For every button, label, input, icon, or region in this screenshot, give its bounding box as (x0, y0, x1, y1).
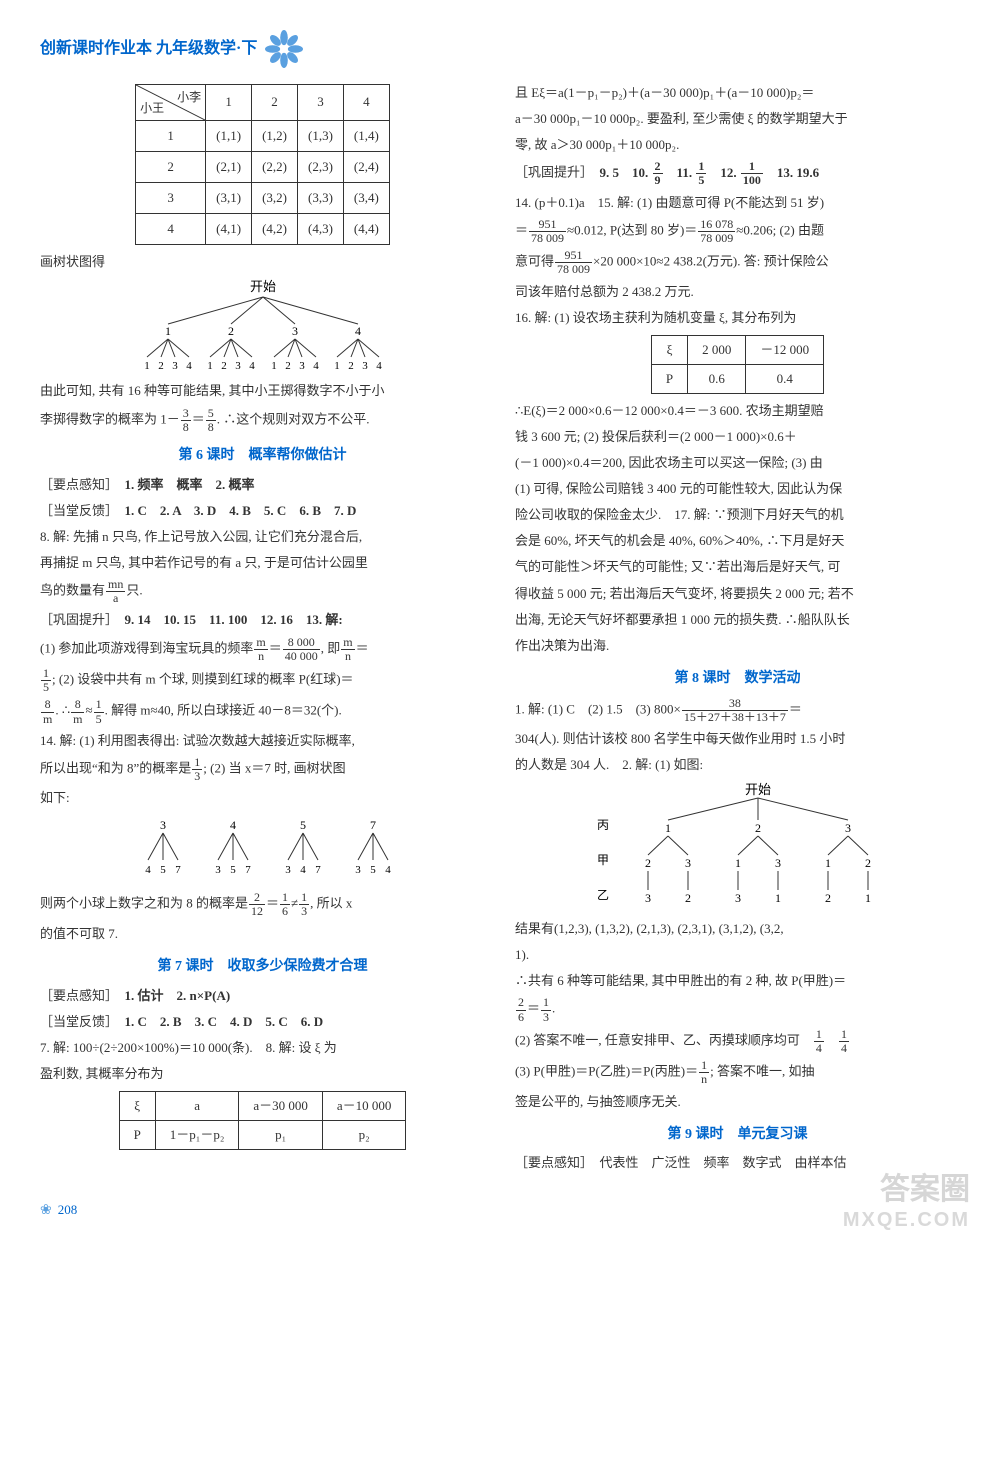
svg-text:1: 1 (207, 360, 213, 372)
svg-text:开始: 开始 (249, 279, 275, 294)
svg-text:7: 7 (175, 864, 181, 876)
svg-text:3: 3 (362, 360, 368, 372)
right-column: 且 Eξ＝a(1－p₁－p₂)＋(a－30 000)p₁＋(a－10 000)p… (515, 78, 960, 1179)
svg-text:2: 2 (228, 324, 234, 338)
svg-text:2: 2 (825, 891, 831, 905)
svg-text:1: 1 (735, 856, 741, 870)
tree-diagram-1: 开始 1 2 3 4 1234 1234 1234 1234 (40, 279, 485, 374)
svg-text:4: 4 (300, 864, 306, 876)
svg-text:7: 7 (315, 864, 321, 876)
svg-text:3: 3 (845, 821, 851, 835)
svg-text:2: 2 (221, 360, 227, 372)
svg-text:开始: 开始 (744, 782, 770, 797)
tree-diagram-3: 开始 丙 甲 乙 1 2 3 2 3 1 3 1 2 3 2 3 1 2 1 (515, 782, 960, 912)
page-number: 208 (40, 1199, 960, 1223)
svg-text:4: 4 (313, 360, 319, 372)
svg-text:3: 3 (355, 864, 361, 876)
outcome-table: 小王 小李 1 2 3 4 1(1,1)(1,2)(1,3)(1,4) 2(2,… (135, 84, 390, 245)
svg-text:3: 3 (235, 360, 241, 372)
svg-text:4: 4 (385, 864, 391, 876)
svg-text:3: 3 (775, 856, 781, 870)
svg-text:2: 2 (755, 821, 761, 835)
section-6-title: 第 6 课时 概率帮你做估计 (40, 444, 485, 468)
svg-text:3: 3 (299, 360, 305, 372)
svg-text:2: 2 (158, 360, 164, 372)
svg-text:2: 2 (865, 856, 871, 870)
svg-text:1: 1 (865, 891, 871, 905)
svg-text:3: 3 (285, 864, 291, 876)
page-header: 创新课时作业本 九年级数学·下 (40, 30, 960, 68)
svg-text:7: 7 (370, 818, 376, 832)
header-title: 创新课时作业本 九年级数学·下 (40, 35, 257, 62)
svg-text:3: 3 (292, 324, 298, 338)
svg-text:3: 3 (215, 864, 221, 876)
svg-text:丙: 丙 (596, 818, 608, 832)
svg-text:5: 5 (230, 864, 236, 876)
distribution-table-1: ξaa－30 000a－10 000 P1－p₁－p₂p₁p₂ (119, 1091, 407, 1150)
svg-text:4: 4 (230, 818, 236, 832)
svg-text:3: 3 (172, 360, 178, 372)
svg-text:1: 1 (825, 856, 831, 870)
section-7-title: 第 7 课时 收取多少保险费才合理 (40, 955, 485, 979)
svg-text:2: 2 (685, 891, 691, 905)
svg-text:甲: 甲 (596, 853, 608, 867)
svg-text:3: 3 (685, 856, 691, 870)
svg-text:乙: 乙 (596, 888, 608, 902)
svg-text:1: 1 (144, 360, 150, 372)
svg-text:1: 1 (334, 360, 340, 372)
text: 画树状图得 (40, 251, 485, 273)
svg-text:5: 5 (370, 864, 376, 876)
svg-text:4: 4 (249, 360, 255, 372)
svg-text:5: 5 (160, 864, 166, 876)
svg-text:4: 4 (186, 360, 192, 372)
section-9-title: 第 9 课时 单元复习课 (515, 1123, 960, 1147)
svg-text:3: 3 (160, 818, 166, 832)
svg-text:2: 2 (285, 360, 291, 372)
svg-text:2: 2 (645, 856, 651, 870)
svg-text:1: 1 (271, 360, 277, 372)
svg-text:5: 5 (300, 818, 306, 832)
svg-text:1: 1 (665, 821, 671, 835)
svg-text:3: 3 (735, 891, 741, 905)
svg-text:3: 3 (645, 891, 651, 905)
distribution-table-2: ξ2 000－12 000 P0.60.4 (651, 335, 824, 394)
tree-diagram-2: 3457 457 357 347 354 (40, 815, 485, 885)
svg-text:4: 4 (145, 864, 151, 876)
svg-text:7: 7 (245, 864, 251, 876)
flower-icon (265, 30, 303, 68)
svg-text:1: 1 (775, 891, 781, 905)
svg-text:1: 1 (165, 324, 171, 338)
section-8-title: 第 8 课时 数学活动 (515, 667, 960, 691)
svg-text:4: 4 (355, 324, 361, 338)
left-column: 小王 小李 1 2 3 4 1(1,1)(1,2)(1,3)(1,4) 2(2,… (40, 78, 485, 1179)
svg-text:4: 4 (376, 360, 382, 372)
diag-header: 小王 小李 (136, 85, 206, 121)
svg-text:2: 2 (348, 360, 354, 372)
